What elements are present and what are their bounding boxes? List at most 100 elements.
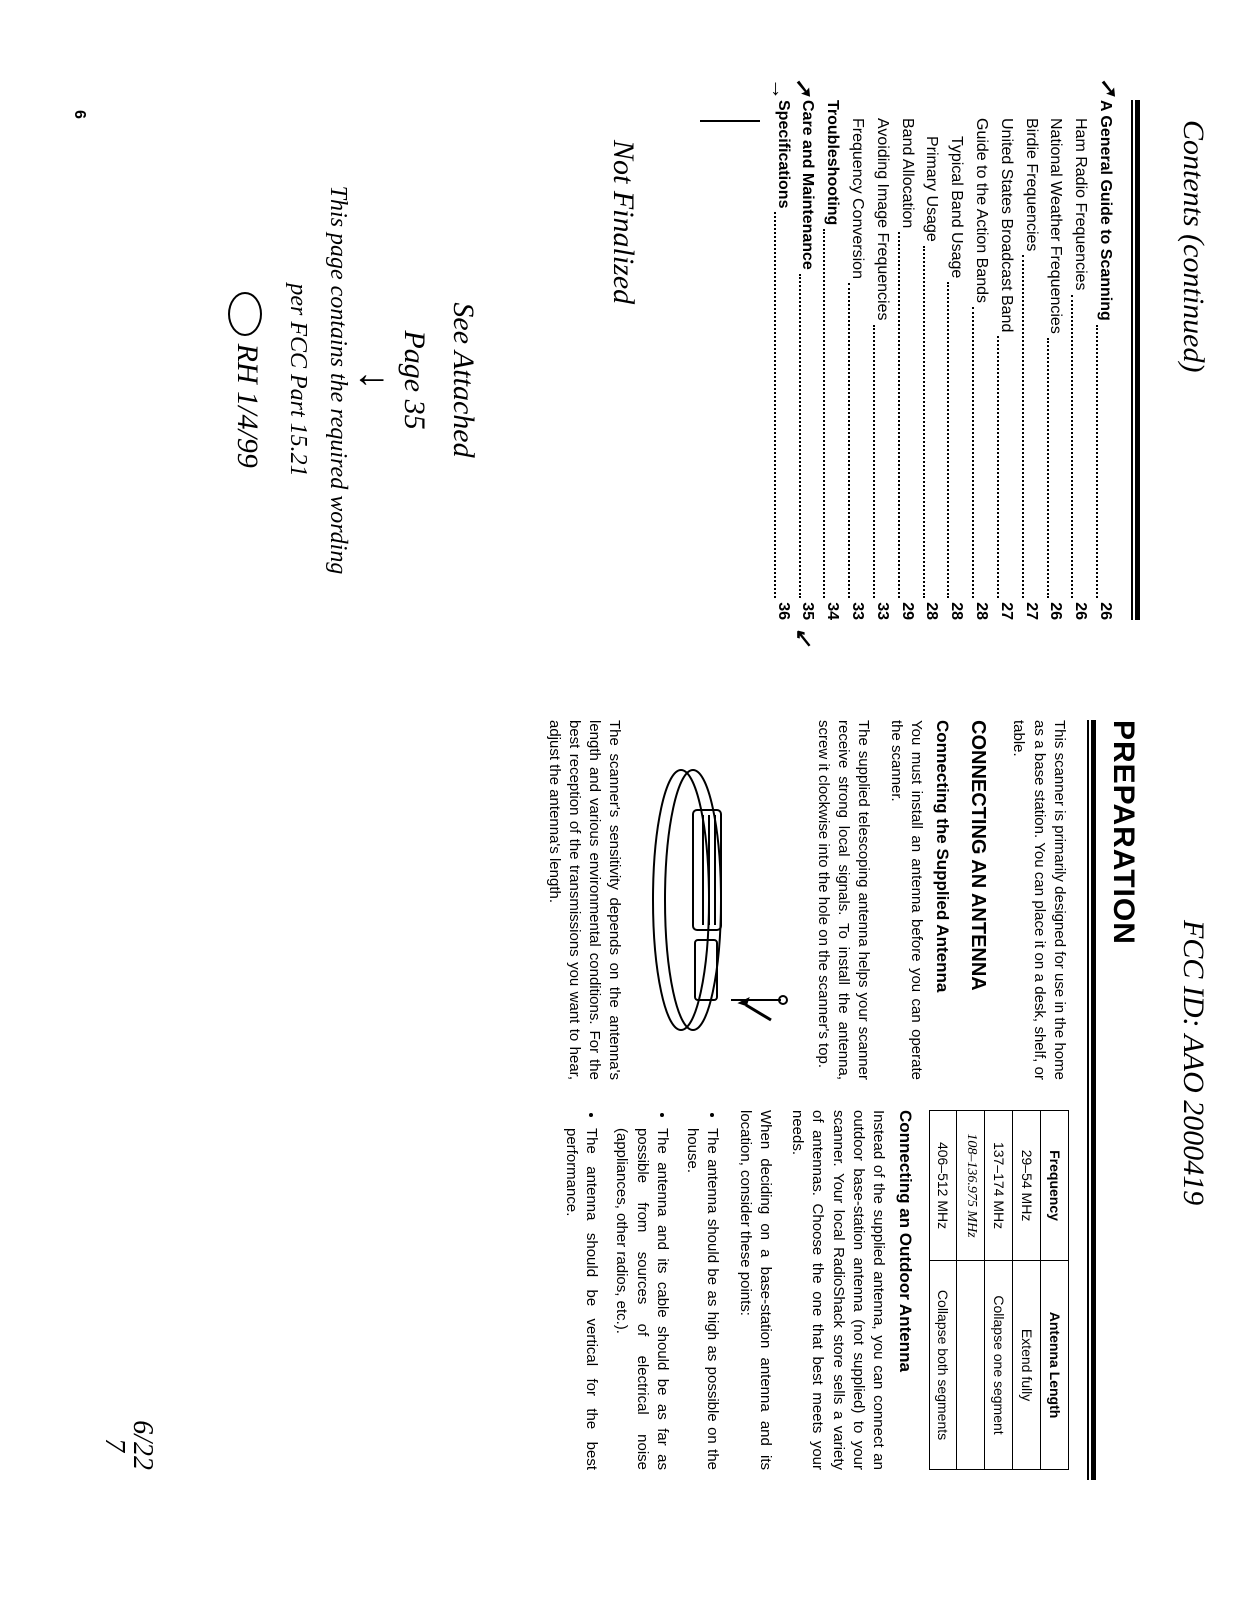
supplied-paragraph-2: The supplied telescoping antenna helps y… <box>813 720 874 1080</box>
cell-antenna-length: Extend fully <box>1013 1261 1041 1470</box>
toc-page: 26 <box>1067 602 1092 620</box>
rule-thin <box>1087 720 1089 1480</box>
toc-page: 36 <box>770 602 795 620</box>
toc-label: Ham Radio Frequencies <box>1067 118 1092 291</box>
toc-label: United States Broadcast Band <box>993 118 1018 332</box>
cell-frequency: 137–174 MHz <box>985 1111 1013 1261</box>
frequency-table: Frequency Antenna Length 29–54 MHzExtend… <box>929 1110 1069 1470</box>
toc-dots <box>848 283 869 598</box>
toc-page: 35 <box>795 602 820 620</box>
list-item: The antenna should be as high as possibl… <box>682 1128 723 1470</box>
toc-dots <box>997 336 1018 598</box>
preparation-title: PREPARATION <box>1106 720 1140 1480</box>
sheet: Contents (continued) FCC ID: AAO 2000419… <box>80 100 1200 1500</box>
toc-dots <box>1022 255 1043 598</box>
sensitivity-paragraph: The scanner's sensitivity depends on the… <box>543 720 624 1080</box>
toc-label: Avoiding Image Frequencies <box>869 118 894 321</box>
cell-antenna-length <box>957 1261 985 1470</box>
scanner-illustration <box>641 720 791 1080</box>
sub-column-a: This scanner is primarily designed for u… <box>531 720 1069 1080</box>
cell-antenna-length: Collapse both segments <box>929 1261 957 1470</box>
toc-dots <box>873 325 894 599</box>
hand-arrow-icon: → <box>766 78 792 100</box>
rule-thick <box>1135 100 1140 620</box>
toc-label: Guide to the Action Bands <box>968 118 993 303</box>
toc-label: Primary Usage <box>919 136 944 242</box>
toc-row: Care and Maintenance 35 <box>795 100 820 620</box>
toc-label: Frequency Conversion <box>844 118 869 279</box>
toc-dots <box>774 212 795 598</box>
hand-arrow-icon: ➚ <box>791 78 817 96</box>
page-fraction: 6/22 <box>128 1420 156 1470</box>
cell-frequency: 406–512 MHz <box>929 1111 957 1261</box>
note-block: See Attached Page 35 ↓ This page contain… <box>225 100 486 660</box>
header-right-handwritten: FCC ID: AAO 2000419 <box>1176 920 1210 1205</box>
outdoor-bullet-list: The antenna should be as high as possibl… <box>561 1110 723 1470</box>
right-column: PREPARATION This scanner is primarily de… <box>531 720 1140 1480</box>
table-header-row: Frequency Antenna Length <box>1041 1111 1069 1470</box>
left-handwritten-notes: Not Finalized See Attached Page 35 ↓ Thi… <box>221 100 720 660</box>
rule-thin <box>1131 100 1133 620</box>
note-page-ref: Page 35 <box>392 100 437 660</box>
toc-page: 33 <box>869 602 894 620</box>
toc-label: Specifications <box>770 100 795 208</box>
landscape-rotator: Contents (continued) FCC ID: AAO 2000419… <box>0 0 1240 1600</box>
page: Contents (continued) FCC ID: AAO 2000419… <box>0 0 1240 1600</box>
supplied-paragraph-1: You must install an antenna before you c… <box>885 720 926 1080</box>
sub-column-b: Frequency Antenna Length 29–54 MHzExtend… <box>531 1110 1069 1470</box>
table-row: 137–174 MHzCollapse one segment <box>985 1111 1013 1470</box>
table-row: 406–512 MHzCollapse both segments <box>929 1111 957 1470</box>
toc-dots <box>1071 295 1092 599</box>
toc-row: Birdie Frequencies27 <box>1018 100 1043 620</box>
toc-page: 28 <box>968 602 993 620</box>
list-item: The antenna should be vertical for the b… <box>561 1128 602 1470</box>
toc-label: Care and Maintenance <box>795 100 820 270</box>
intro-paragraph: This scanner is primarily designed for u… <box>1008 720 1069 1080</box>
page-sub: 7 <box>100 1420 128 1470</box>
toc-row: Frequency Conversion33 <box>844 100 869 620</box>
toc-label: Birdie Frequencies <box>1018 118 1043 251</box>
hand-arrow-icon: ➚ <box>1096 78 1122 96</box>
table-row: 29–54 MHzExtend fully <box>1013 1111 1041 1470</box>
table-row: 108–136.975 MHz <box>957 1111 985 1470</box>
toc-dots <box>1047 338 1068 598</box>
arrow-down-icon: ↓ <box>362 100 386 660</box>
col-frequency: Frequency <box>1041 1111 1069 1261</box>
toc-page: 27 <box>993 602 1018 620</box>
toc-dots <box>799 274 820 598</box>
toc-page: 26 <box>1092 602 1117 620</box>
toc-label: A General Guide to Scanning <box>1092 100 1117 321</box>
toc-dots <box>898 232 919 598</box>
note-not-finalized: Not Finalized <box>606 140 640 660</box>
cell-frequency: 108–136.975 MHz <box>957 1111 985 1261</box>
toc-row: Band Allocation29 <box>894 100 919 620</box>
col-antenna-length: Antenna Length <box>1041 1261 1069 1470</box>
toc-page: 34 <box>819 602 844 620</box>
toc-label: Troubleshooting <box>819 100 844 225</box>
outdoor-paragraph-1: Instead of the supplied antenna, you can… <box>787 1110 888 1470</box>
toc-row: Guide to the Action Bands 28 <box>968 100 993 620</box>
note-wording-2: per FCC Part 15.21 <box>280 100 316 660</box>
signature-circle-icon <box>228 292 262 336</box>
page-number-right-handwritten: 6/22 7 <box>100 1420 156 1470</box>
toc-label: Band Allocation <box>894 118 919 228</box>
hand-arrow-icon: ↙ <box>791 628 817 646</box>
cell-frequency: 29–54 MHz <box>1013 1111 1041 1261</box>
toc-dots <box>923 246 944 598</box>
left-column: ➚ ➚ → ↙ A General Guide to Scanning26Ham… <box>770 100 1140 620</box>
toc-dots <box>947 282 968 598</box>
note-see-attached: See Attached <box>441 100 486 660</box>
toc-row: Specifications 36 <box>770 100 795 620</box>
toc-dots <box>972 307 993 598</box>
table-of-contents: A General Guide to Scanning 26 Ham Radio F… <box>770 100 1117 620</box>
toc-label: National Weather Frequencies <box>1043 118 1068 334</box>
toc-dots <box>823 229 844 598</box>
list-item: The antenna and its cable should be as f… <box>611 1128 672 1470</box>
cell-antenna-length: Collapse one segment <box>985 1261 1013 1470</box>
heading-outdoor-antenna: Connecting an Outdoor Antenna <box>894 1110 914 1470</box>
toc-row: United States Broadcast Band 27 <box>993 100 1018 620</box>
heading-connecting-antenna: CONNECTING AN ANTENNA <box>966 720 990 1080</box>
toc-row: A General Guide to Scanning 26 <box>1092 100 1117 620</box>
heading-supplied-antenna: Connecting the Supplied Antenna <box>932 720 952 1080</box>
rule-thick <box>1091 720 1096 1480</box>
